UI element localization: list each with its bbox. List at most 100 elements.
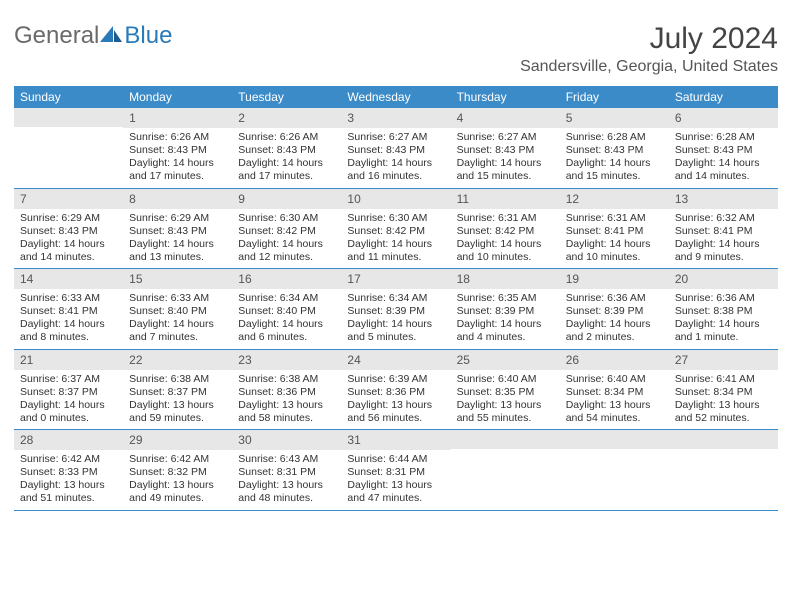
calendar-cell: 17Sunrise: 6:34 AMSunset: 8:39 PMDayligh… <box>341 269 450 349</box>
sunset-text: Sunset: 8:31 PM <box>238 466 335 479</box>
calendar-cell: 30Sunrise: 6:43 AMSunset: 8:31 PMDayligh… <box>232 430 341 510</box>
calendar-cell: 10Sunrise: 6:30 AMSunset: 8:42 PMDayligh… <box>341 189 450 269</box>
sunrise-text: Sunrise: 6:31 AM <box>457 212 554 225</box>
day-details: Sunrise: 6:36 AMSunset: 8:39 PMDaylight:… <box>560 289 669 345</box>
daylight-text: Daylight: 14 hours and 17 minutes. <box>129 157 226 183</box>
calendar-cell: 28Sunrise: 6:42 AMSunset: 8:33 PMDayligh… <box>14 430 123 510</box>
day-number: 26 <box>560 350 669 370</box>
calendar-week: 21Sunrise: 6:37 AMSunset: 8:37 PMDayligh… <box>14 350 778 431</box>
brand-part1: General <box>14 22 99 50</box>
daylight-text: Daylight: 13 hours and 59 minutes. <box>129 399 226 425</box>
day-details: Sunrise: 6:28 AMSunset: 8:43 PMDaylight:… <box>560 128 669 184</box>
daylight-text: Daylight: 14 hours and 4 minutes. <box>457 318 554 344</box>
calendar-cell: 1Sunrise: 6:26 AMSunset: 8:43 PMDaylight… <box>123 108 232 188</box>
sunrise-text: Sunrise: 6:36 AM <box>675 292 772 305</box>
calendar-cell <box>14 108 123 188</box>
sunrise-text: Sunrise: 6:26 AM <box>238 131 335 144</box>
brand-part2: Blue <box>124 22 172 50</box>
calendar-cell: 25Sunrise: 6:40 AMSunset: 8:35 PMDayligh… <box>451 350 560 430</box>
calendar-cell: 12Sunrise: 6:31 AMSunset: 8:41 PMDayligh… <box>560 189 669 269</box>
sunset-text: Sunset: 8:33 PM <box>20 466 117 479</box>
calendar-cell: 20Sunrise: 6:36 AMSunset: 8:38 PMDayligh… <box>669 269 778 349</box>
sunrise-text: Sunrise: 6:28 AM <box>675 131 772 144</box>
weekday-sun: Sunday <box>14 86 123 108</box>
calendar-cell: 18Sunrise: 6:35 AMSunset: 8:39 PMDayligh… <box>451 269 560 349</box>
sunrise-text: Sunrise: 6:37 AM <box>20 373 117 386</box>
sunset-text: Sunset: 8:39 PM <box>457 305 554 318</box>
day-number <box>560 430 669 449</box>
day-number: 6 <box>669 108 778 128</box>
day-details: Sunrise: 6:29 AMSunset: 8:43 PMDaylight:… <box>123 209 232 265</box>
sunset-text: Sunset: 8:32 PM <box>129 466 226 479</box>
sunset-text: Sunset: 8:37 PM <box>129 386 226 399</box>
daylight-text: Daylight: 14 hours and 1 minute. <box>675 318 772 344</box>
day-details: Sunrise: 6:38 AMSunset: 8:37 PMDaylight:… <box>123 370 232 426</box>
day-number: 15 <box>123 269 232 289</box>
calendar-cell: 3Sunrise: 6:27 AMSunset: 8:43 PMDaylight… <box>341 108 450 188</box>
daylight-text: Daylight: 14 hours and 5 minutes. <box>347 318 444 344</box>
daylight-text: Daylight: 13 hours and 54 minutes. <box>566 399 663 425</box>
calendar-week: 14Sunrise: 6:33 AMSunset: 8:41 PMDayligh… <box>14 269 778 350</box>
calendar-grid: 1Sunrise: 6:26 AMSunset: 8:43 PMDaylight… <box>14 108 778 511</box>
sunset-text: Sunset: 8:43 PM <box>457 144 554 157</box>
sunset-text: Sunset: 8:42 PM <box>347 225 444 238</box>
day-details: Sunrise: 6:44 AMSunset: 8:31 PMDaylight:… <box>341 450 450 506</box>
daylight-text: Daylight: 14 hours and 11 minutes. <box>347 238 444 264</box>
calendar-cell: 21Sunrise: 6:37 AMSunset: 8:37 PMDayligh… <box>14 350 123 430</box>
calendar-cell: 19Sunrise: 6:36 AMSunset: 8:39 PMDayligh… <box>560 269 669 349</box>
sunset-text: Sunset: 8:41 PM <box>675 225 772 238</box>
day-number: 7 <box>14 189 123 209</box>
daylight-text: Daylight: 14 hours and 14 minutes. <box>20 238 117 264</box>
calendar-cell: 23Sunrise: 6:38 AMSunset: 8:36 PMDayligh… <box>232 350 341 430</box>
daylight-text: Daylight: 13 hours and 49 minutes. <box>129 479 226 505</box>
calendar-cell: 13Sunrise: 6:32 AMSunset: 8:41 PMDayligh… <box>669 189 778 269</box>
calendar-cell: 16Sunrise: 6:34 AMSunset: 8:40 PMDayligh… <box>232 269 341 349</box>
sunset-text: Sunset: 8:43 PM <box>675 144 772 157</box>
day-details: Sunrise: 6:42 AMSunset: 8:33 PMDaylight:… <box>14 450 123 506</box>
page-title: July 2024 <box>650 22 778 56</box>
day-number: 17 <box>341 269 450 289</box>
day-number: 11 <box>451 189 560 209</box>
daylight-text: Daylight: 13 hours and 52 minutes. <box>675 399 772 425</box>
daylight-text: Daylight: 14 hours and 12 minutes. <box>238 238 335 264</box>
calendar-cell: 27Sunrise: 6:41 AMSunset: 8:34 PMDayligh… <box>669 350 778 430</box>
weekday-tue: Tuesday <box>232 86 341 108</box>
calendar-week: 28Sunrise: 6:42 AMSunset: 8:33 PMDayligh… <box>14 430 778 511</box>
weekday-sat: Saturday <box>669 86 778 108</box>
sunset-text: Sunset: 8:43 PM <box>238 144 335 157</box>
day-details: Sunrise: 6:34 AMSunset: 8:39 PMDaylight:… <box>341 289 450 345</box>
sunset-text: Sunset: 8:36 PM <box>238 386 335 399</box>
sunrise-text: Sunrise: 6:33 AM <box>129 292 226 305</box>
daylight-text: Daylight: 14 hours and 15 minutes. <box>566 157 663 183</box>
sunset-text: Sunset: 8:31 PM <box>347 466 444 479</box>
calendar-cell <box>451 430 560 510</box>
weekday-fri: Friday <box>560 86 669 108</box>
sunrise-text: Sunrise: 6:30 AM <box>238 212 335 225</box>
sunset-text: Sunset: 8:43 PM <box>566 144 663 157</box>
sunrise-text: Sunrise: 6:42 AM <box>20 453 117 466</box>
day-details: Sunrise: 6:43 AMSunset: 8:31 PMDaylight:… <box>232 450 341 506</box>
brand-sail-icon <box>100 22 122 50</box>
calendar-cell: 4Sunrise: 6:27 AMSunset: 8:43 PMDaylight… <box>451 108 560 188</box>
sunrise-text: Sunrise: 6:32 AM <box>675 212 772 225</box>
daylight-text: Daylight: 14 hours and 10 minutes. <box>457 238 554 264</box>
weekday-wed: Wednesday <box>341 86 450 108</box>
daylight-text: Daylight: 13 hours and 56 minutes. <box>347 399 444 425</box>
sunrise-text: Sunrise: 6:29 AM <box>129 212 226 225</box>
sunrise-text: Sunrise: 6:39 AM <box>347 373 444 386</box>
day-number: 22 <box>123 350 232 370</box>
day-details: Sunrise: 6:28 AMSunset: 8:43 PMDaylight:… <box>669 128 778 184</box>
day-number: 29 <box>123 430 232 450</box>
day-number: 20 <box>669 269 778 289</box>
weekday-thu: Thursday <box>451 86 560 108</box>
daylight-text: Daylight: 14 hours and 15 minutes. <box>457 157 554 183</box>
calendar-cell: 22Sunrise: 6:38 AMSunset: 8:37 PMDayligh… <box>123 350 232 430</box>
daylight-text: Daylight: 14 hours and 7 minutes. <box>129 318 226 344</box>
calendar-week: 1Sunrise: 6:26 AMSunset: 8:43 PMDaylight… <box>14 108 778 189</box>
day-number: 27 <box>669 350 778 370</box>
daylight-text: Daylight: 14 hours and 13 minutes. <box>129 238 226 264</box>
day-details: Sunrise: 6:29 AMSunset: 8:43 PMDaylight:… <box>14 209 123 265</box>
calendar-cell <box>560 430 669 510</box>
day-details: Sunrise: 6:36 AMSunset: 8:38 PMDaylight:… <box>669 289 778 345</box>
calendar-cell: 14Sunrise: 6:33 AMSunset: 8:41 PMDayligh… <box>14 269 123 349</box>
